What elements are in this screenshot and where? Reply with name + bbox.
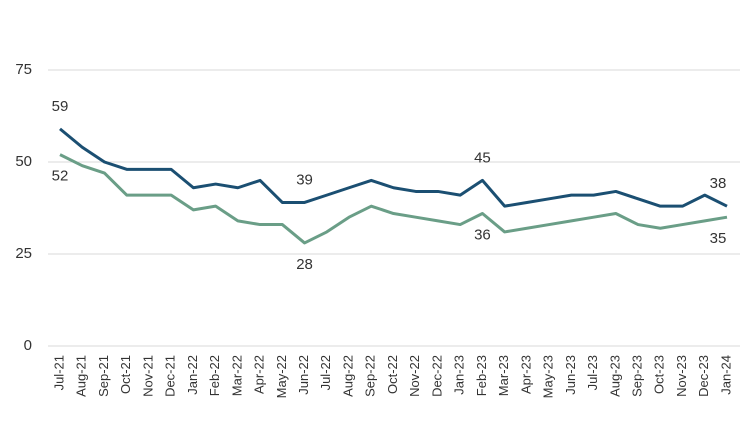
x-tick-label: May-22: [274, 355, 289, 398]
x-tick-label: Jul-21: [51, 355, 66, 390]
x-tick-label: Jul-23: [585, 355, 600, 390]
data-label: 36: [474, 226, 491, 243]
x-tick-label: Jan-23: [452, 355, 467, 395]
x-tick-label: Jul-22: [318, 355, 333, 390]
x-tick-label: Mar-22: [229, 355, 244, 396]
x-tick-label: Nov-22: [407, 355, 422, 397]
data-label: 38: [710, 175, 727, 192]
data-label: 39: [296, 171, 313, 188]
line: [59, 153, 728, 245]
x-tick-label: Aug-22: [340, 355, 355, 397]
x-tick-label: Jan-24: [718, 355, 733, 395]
x-tick-label: Oct-23: [652, 355, 667, 394]
x-tick-label: Aug-23: [607, 355, 622, 397]
data-label: 35: [710, 230, 727, 247]
data-label: 52: [52, 168, 69, 185]
x-tick-label: Sep-21: [96, 355, 111, 397]
x-tick-label: May-23: [541, 355, 556, 398]
x-tick-label: Nov-23: [674, 355, 689, 397]
y-tick-label: 50: [15, 153, 32, 170]
y-tick-label: 75: [15, 61, 32, 78]
x-tick-label: Oct-21: [118, 355, 133, 394]
x-tick-label: Jun-23: [563, 355, 578, 395]
x-tick-label: Mar-23: [496, 355, 511, 396]
y-tick-label: 25: [15, 245, 32, 262]
data-label: 59: [52, 98, 69, 115]
x-tick-label: Apr-22: [252, 355, 267, 394]
x-tick-label: Sep-22: [363, 355, 378, 397]
x-tick-label: Feb-22: [207, 355, 222, 396]
x-tick-label: Aug-21: [74, 355, 89, 397]
x-tick-label: Dec-23: [696, 355, 711, 397]
x-tick-label: Dec-22: [429, 355, 444, 397]
x-tick-label: Feb-23: [474, 355, 489, 396]
x-tick-label: Apr-23: [518, 355, 533, 394]
x-tick-label: Dec-21: [163, 355, 178, 397]
data-label: 45: [474, 149, 491, 166]
data-label: 28: [296, 256, 313, 273]
x-tick-label: Oct-22: [385, 355, 400, 394]
x-tick-label: Nov-21: [140, 355, 155, 397]
line: [59, 127, 728, 208]
x-tick-label: Jan-22: [185, 355, 200, 395]
y-tick-label: 0: [24, 337, 32, 354]
x-tick-label: Sep-23: [630, 355, 645, 397]
x-tick-label: Jun-22: [296, 355, 311, 395]
